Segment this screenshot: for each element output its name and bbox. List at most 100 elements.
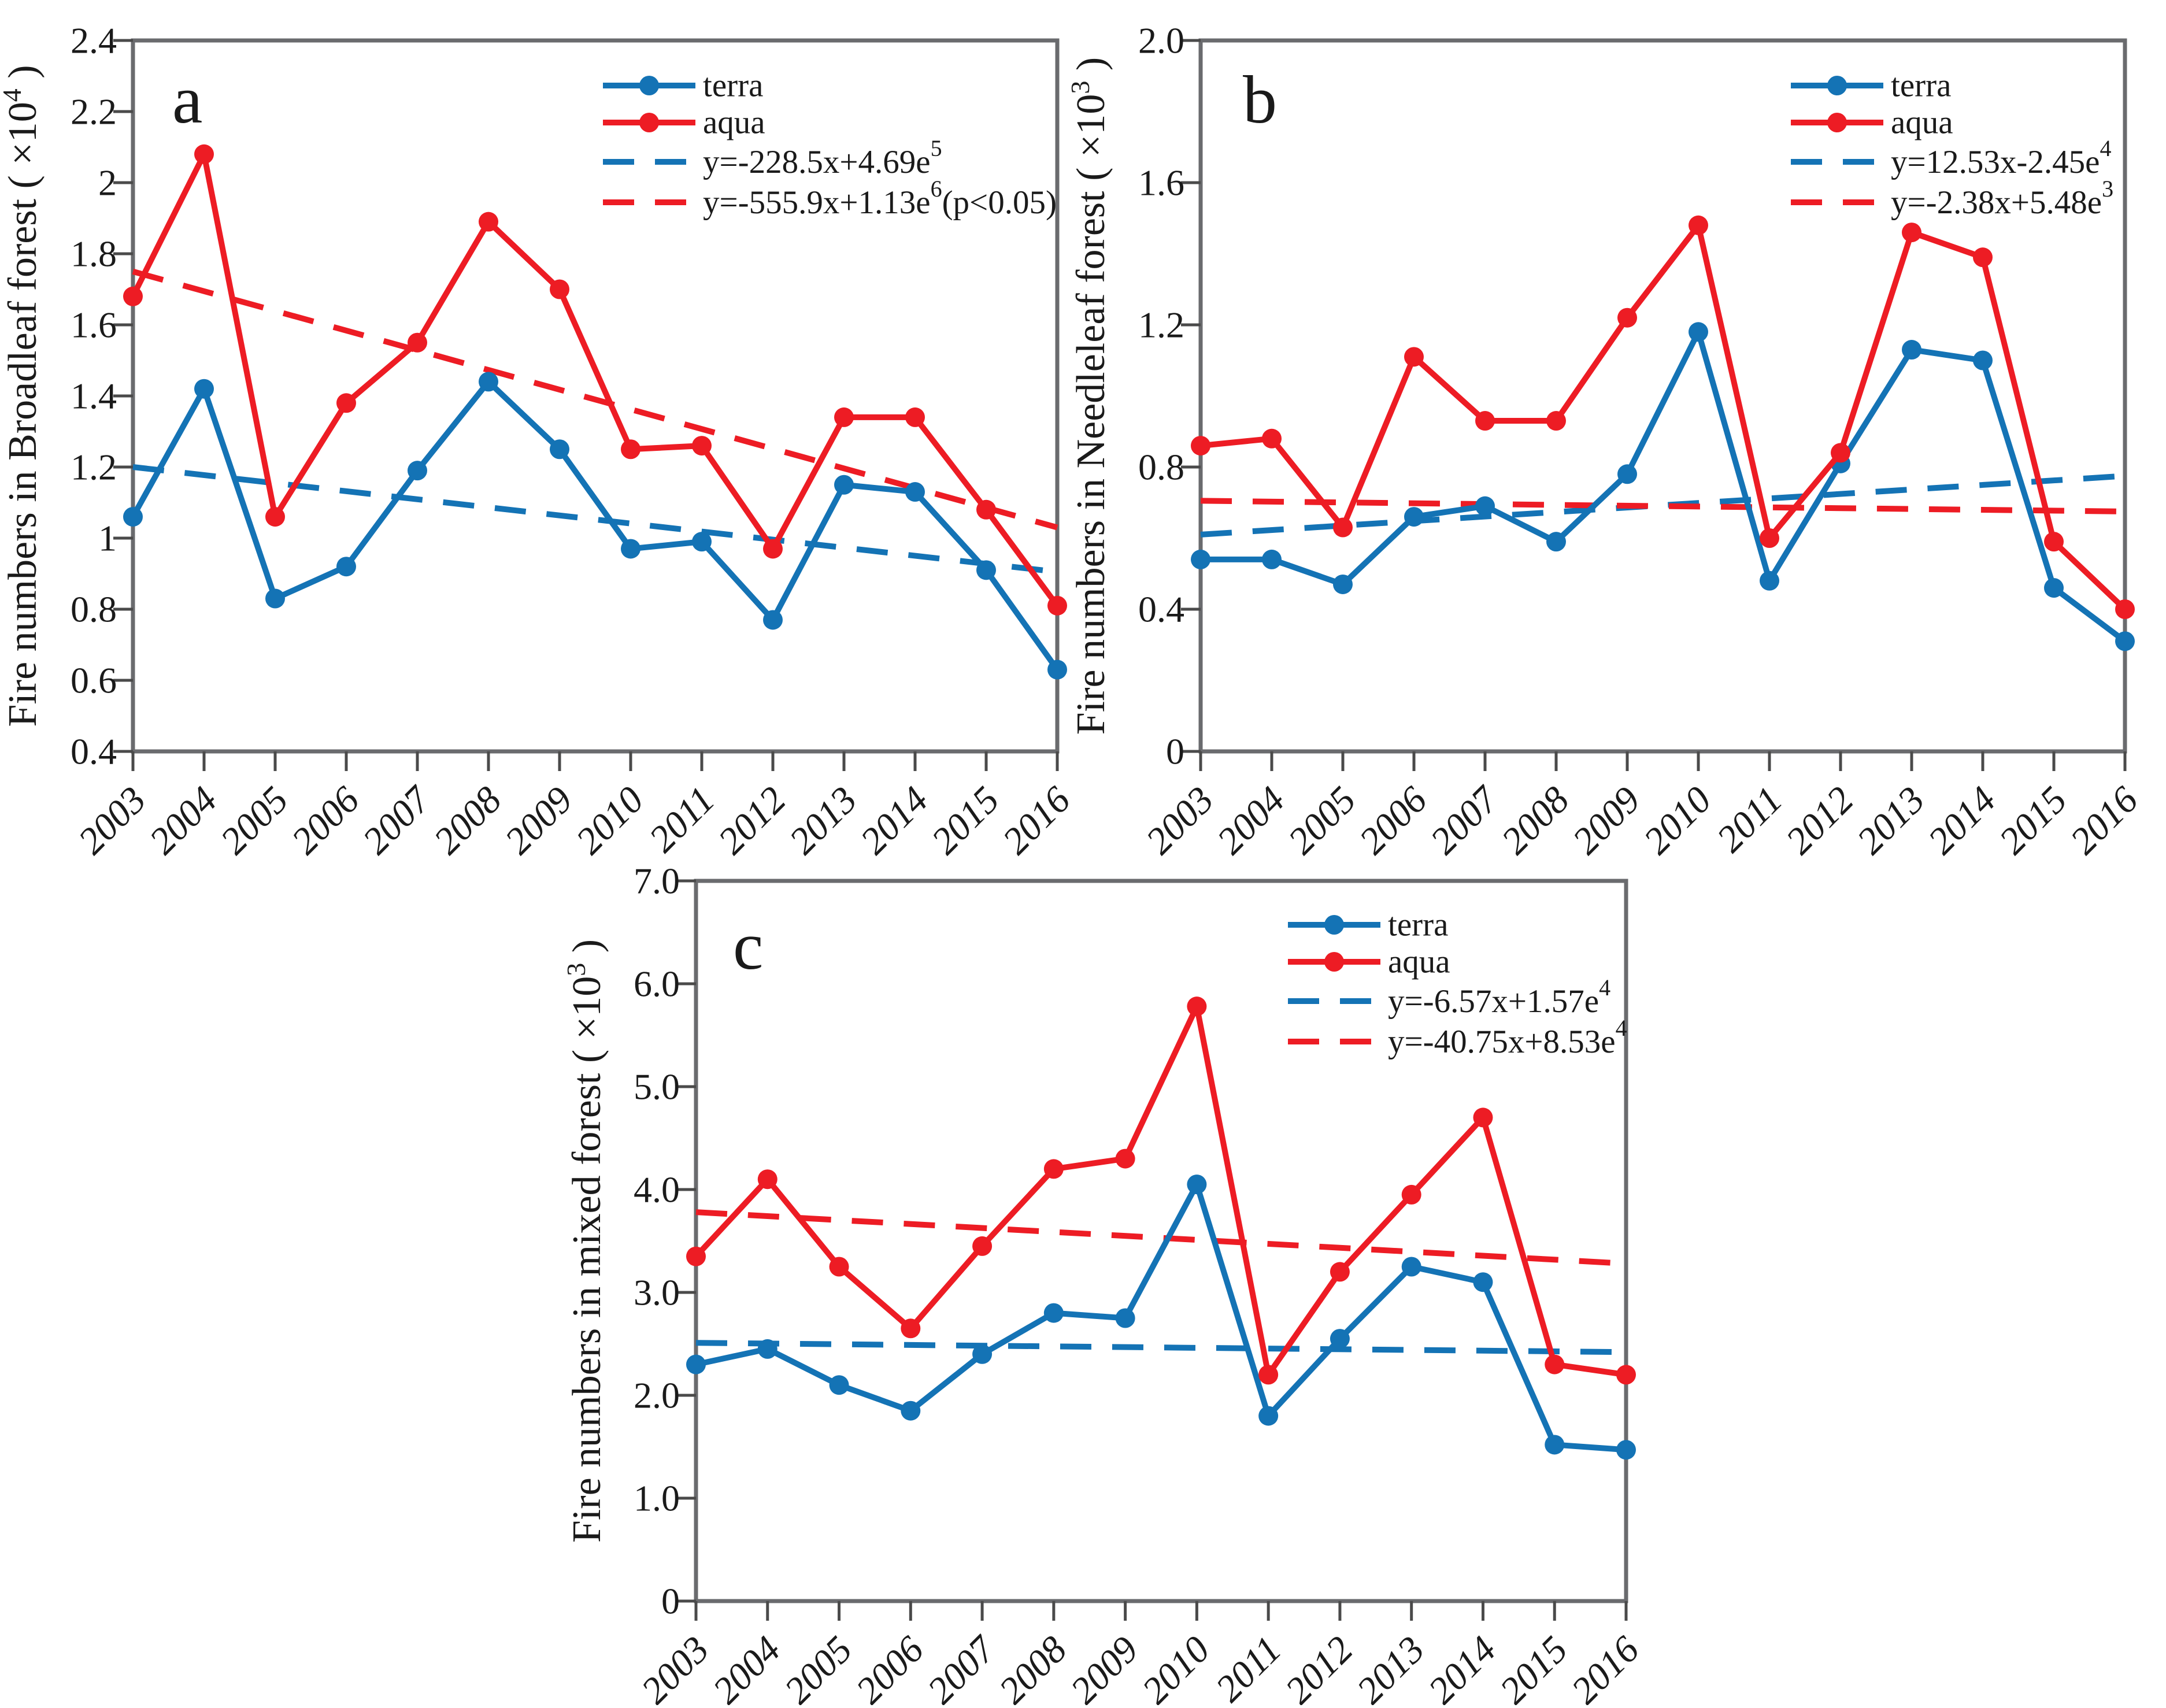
aqua-point xyxy=(1545,1354,1565,1374)
legend-terra-label: terra xyxy=(1388,907,1448,943)
legend-terra-label: terra xyxy=(1891,68,1951,104)
legend-aqua-label: aqua xyxy=(1388,944,1450,980)
y-tick-label: 1.0 xyxy=(634,1478,680,1519)
x-tick-label: 2014 xyxy=(853,779,936,862)
legend: terraaquay=-228.5x+4.69e5y=-555.9x+1.13e… xyxy=(603,68,1057,221)
y-tick-label: 2.2 xyxy=(71,91,117,132)
aqua-point xyxy=(2115,599,2135,619)
legend-terra-marker xyxy=(1324,915,1344,935)
terra-point xyxy=(829,1375,849,1395)
x-tick-label: 2014 xyxy=(1420,1628,1504,1705)
legend-aqua-marker xyxy=(1827,113,1847,132)
y-tick-label: 5.0 xyxy=(634,1066,680,1107)
aqua-point xyxy=(1475,411,1495,431)
aqua-point xyxy=(1546,411,1566,431)
x-tick-label: 2015 xyxy=(924,779,1008,862)
terra-point xyxy=(763,610,783,630)
terra-point xyxy=(1258,1406,1279,1426)
terra-point xyxy=(336,557,356,577)
x-tick-label: 2005 xyxy=(776,1628,860,1705)
terra-point xyxy=(692,532,712,552)
terra-point xyxy=(1546,532,1566,552)
aqua-point xyxy=(1973,247,1993,268)
terra-point xyxy=(123,507,143,527)
aqua-point xyxy=(621,439,640,460)
x-tick-label: 2005 xyxy=(213,779,297,862)
terra-point xyxy=(2044,578,2064,598)
legend-aqua-label: aqua xyxy=(1891,105,1953,141)
aqua-point xyxy=(1831,443,1850,463)
aqua-point xyxy=(1047,595,1067,616)
terra-point xyxy=(1047,660,1067,680)
x-tick-label: 2008 xyxy=(426,779,510,862)
terra-line xyxy=(130,379,1060,673)
y-tick-label: 2.4 xyxy=(71,20,117,61)
x-tick-label: 2004 xyxy=(1209,779,1293,862)
y-tick-label: 0.8 xyxy=(1138,447,1184,488)
terra-point xyxy=(621,539,640,559)
x-tick-label: 2010 xyxy=(568,779,652,862)
aqua-point xyxy=(686,1246,706,1266)
plot-box xyxy=(694,879,1628,1603)
x-tick-label: 2015 xyxy=(1991,779,2075,862)
y-axis-title: Fire numbers in Broadleaf forest ( ×104 … xyxy=(0,65,45,727)
panel-b: 2.0 1.6 1.2 0.8 0.4 0 200320042005200620072008… xyxy=(1065,20,2146,862)
x-tick-label: 2003 xyxy=(1138,779,1222,862)
terra-point xyxy=(1760,570,1779,591)
legend-aqua-trend-equation: y=-40.75x+8.53e4 xyxy=(1388,1015,1627,1060)
terra-point xyxy=(265,588,285,609)
aqua-point xyxy=(194,144,214,164)
aqua-point xyxy=(834,407,854,427)
y-tick-label: 6.0 xyxy=(634,964,680,1005)
x-tick-label: 2013 xyxy=(782,779,865,862)
y-tick-label: 0 xyxy=(1166,731,1184,772)
terra-point xyxy=(1262,549,1282,569)
aqua-point xyxy=(976,499,996,520)
terra-point xyxy=(1617,464,1637,484)
aqua-point xyxy=(1404,347,1424,367)
y-tick-label: 2 xyxy=(98,162,117,203)
aqua-point xyxy=(1330,1262,1350,1282)
terra-point xyxy=(1043,1303,1064,1323)
terra-point xyxy=(905,482,925,502)
y-tick-label: 7.0 xyxy=(634,861,680,902)
x-tick-label: 2014 xyxy=(1920,779,2004,862)
aqua-point xyxy=(479,212,498,232)
aqua-point xyxy=(972,1236,993,1256)
y-axis-title: Fire numbers in Needleleaf forest ( ×103… xyxy=(1065,57,1113,735)
terra-point xyxy=(1475,496,1495,516)
x-tick-label: 2008 xyxy=(1494,779,1578,862)
x-tick-label: 2006 xyxy=(848,1628,932,1705)
x-tick-label: 2013 xyxy=(1349,1628,1432,1705)
x-tick-label: 2007 xyxy=(920,1627,1005,1705)
panel-letter: a xyxy=(172,62,202,138)
x-tick-label: 2003 xyxy=(71,779,154,862)
y-tick-label: 1.2 xyxy=(1138,305,1184,346)
terra-point xyxy=(1616,1440,1636,1460)
aqua-point xyxy=(1262,428,1282,449)
terra-point xyxy=(686,1354,706,1374)
aqua-point xyxy=(1760,528,1779,548)
y-axis-title: Fire numbers in mixed forest ( ×103 ) xyxy=(561,939,609,1543)
aqua-point xyxy=(1191,436,1210,456)
y-tick-label: 0.8 xyxy=(71,589,117,630)
legend-aqua-label: aqua xyxy=(703,105,765,141)
aqua-point xyxy=(1333,517,1353,538)
terra-point xyxy=(479,372,498,392)
aqua-point xyxy=(1617,307,1637,328)
terra-line xyxy=(1198,329,2128,644)
panel-letter: b xyxy=(1243,62,1277,138)
x-tick-label: 2005 xyxy=(1280,779,1364,862)
legend-terra-trend-equation: y=12.53x-2.45e4 xyxy=(1891,135,2111,180)
y-tick-label: 0.4 xyxy=(71,731,117,772)
aqua-point xyxy=(265,507,285,527)
panel-letter: c xyxy=(733,908,763,984)
legend-aqua-trend-equation: y=-2.38x+5.48e3 xyxy=(1891,176,2113,221)
aqua-line xyxy=(1198,222,2128,612)
x-tick-label: 2016 xyxy=(2063,779,2146,862)
terra-point xyxy=(972,1344,993,1364)
terra-point xyxy=(550,439,569,460)
